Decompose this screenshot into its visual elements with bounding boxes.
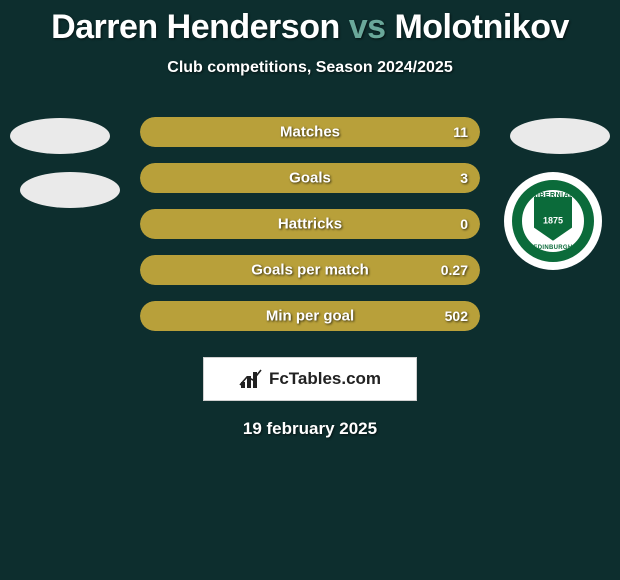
stat-value-right: 3 xyxy=(460,170,468,186)
crest-ring: HIBERNIAN 1875 EDINBURGH xyxy=(512,180,594,262)
stat-value-right: 11 xyxy=(453,124,468,140)
crest-year: 1875 xyxy=(543,216,563,226)
date-label: 19 february 2025 xyxy=(0,419,620,439)
player1-club-placeholder xyxy=(20,172,120,208)
brand-box: FcTables.com xyxy=(203,357,417,401)
stat-label: Goals per match xyxy=(251,262,369,279)
stat-row: Goals per match 0.27 xyxy=(140,255,480,285)
stat-value-right: 502 xyxy=(445,308,468,324)
stat-label: Min per goal xyxy=(266,308,354,325)
stat-label: Matches xyxy=(280,124,340,141)
stat-row: Min per goal 502 xyxy=(140,301,480,331)
stat-row: Hattricks 0 xyxy=(140,209,480,239)
player2-name: Molotnikov xyxy=(394,8,568,46)
page-title: Darren Henderson vs Molotnikov xyxy=(0,0,620,47)
stat-value-right: 0.27 xyxy=(441,262,468,278)
bar-chart-icon xyxy=(239,368,263,390)
player1-photo-placeholder xyxy=(10,118,110,154)
stat-row: Matches 11 xyxy=(140,117,480,147)
stat-label: Hattricks xyxy=(278,216,342,233)
vs-label: vs xyxy=(349,8,386,46)
player1-name: Darren Henderson xyxy=(51,8,340,46)
brand-name: FcTables.com xyxy=(269,369,381,389)
crest-text-bottom: EDINBURGH xyxy=(533,245,572,251)
stat-row: Goals 3 xyxy=(140,163,480,193)
subtitle: Club competitions, Season 2024/2025 xyxy=(0,59,620,77)
player2-photo-placeholder xyxy=(510,118,610,154)
stat-value-right: 0 xyxy=(460,216,468,232)
stat-label: Goals xyxy=(289,170,331,187)
player2-club-crest: HIBERNIAN 1875 EDINBURGH xyxy=(504,172,602,270)
